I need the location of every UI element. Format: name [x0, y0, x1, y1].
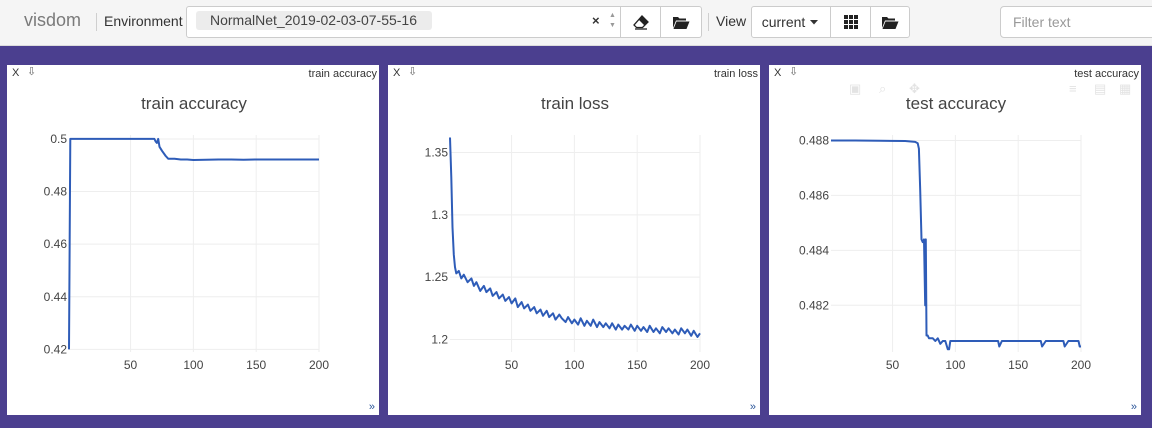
modebar-camera-icon[interactable]: ▣	[849, 81, 862, 96]
grid-icon	[843, 15, 858, 29]
view-label: View	[716, 13, 747, 29]
test-accuracy-chart[interactable]: test accuracy 50 100 150 200 0.482 0.484 0.486 0…	[769, 65, 1141, 415]
x-tick-label: 150	[627, 358, 647, 372]
train-loss-chart[interactable]: train loss 50 100 150 200 1.2 1.25 1.3 1.35	[388, 65, 760, 415]
y-tick-label: 0.484	[799, 243, 829, 257]
manage-views-button[interactable]	[870, 6, 910, 38]
top-navbar: visdom Environment NormalNet_2019-02-03-…	[0, 0, 1152, 46]
x-tick-label: 50	[886, 358, 900, 372]
pane-download-icon[interactable]: ⇩	[408, 66, 418, 78]
y-tick-label: 0.5	[50, 132, 67, 146]
modebar-pan-icon[interactable]: ✥	[909, 81, 920, 96]
pane-resize-handle[interactable]: »	[749, 401, 756, 413]
pane-close-button[interactable]: X	[774, 67, 782, 79]
repack-layout-button[interactable]	[830, 6, 871, 38]
y-tick-label: 0.44	[44, 290, 68, 304]
x-tick-label: 200	[1071, 358, 1091, 372]
modebar-compare-icon[interactable]: ≡	[1069, 81, 1077, 96]
folder-open-icon	[673, 16, 690, 29]
y-tick-label: 0.488	[799, 133, 829, 147]
series-line[interactable]	[449, 137, 701, 338]
navbar-divider	[96, 13, 97, 31]
pane-title-label: train loss	[713, 68, 758, 80]
x-tick-label: 150	[246, 358, 266, 372]
manage-environments-button[interactable]	[660, 6, 702, 38]
chart-title: train accuracy	[141, 94, 247, 113]
series-line[interactable]	[831, 139, 1081, 351]
modebar-hover-icon[interactable]: ▤	[1094, 81, 1107, 96]
y-tick-label: 0.42	[44, 342, 68, 356]
series-line[interactable]	[68, 137, 319, 350]
y-tick-label: 1.25	[425, 270, 449, 284]
y-tick-label: 0.486	[799, 188, 829, 202]
eraser-icon	[632, 15, 649, 30]
chart-title: test accuracy	[906, 94, 1007, 113]
x-tick-label: 100	[564, 358, 584, 372]
navbar-divider	[708, 13, 709, 31]
clear-environment-eraser-button[interactable]	[620, 6, 661, 38]
modebar-zoom-icon[interactable]: ⌕	[879, 81, 887, 96]
plot-pane-test-accuracy[interactable]: X ⇩ test accuracy ▣ ⌕ ✥ ≡ ▤ ▦ test accur…	[769, 65, 1141, 415]
view-select-button[interactable]: current	[751, 6, 831, 38]
y-tick-label: 1.35	[425, 145, 449, 159]
y-tick-label: 1.3	[431, 208, 448, 222]
environment-spinner-icon[interactable]: ▲ ▼	[609, 12, 616, 29]
pane-title-label: train accuracy	[308, 68, 377, 80]
x-tick-label: 200	[690, 358, 710, 372]
environment-select[interactable]: NormalNet_2019-02-03-07-55-16 × ▲ ▼	[186, 6, 621, 38]
x-tick-label: 50	[124, 358, 138, 372]
x-tick-label: 50	[505, 358, 519, 372]
pane-close-button[interactable]: X	[12, 67, 20, 79]
folder-open-icon	[882, 16, 899, 29]
pane-resize-handle[interactable]: »	[368, 401, 375, 413]
modebar-plotly-icon[interactable]: ▦	[1119, 81, 1132, 96]
pane-download-icon[interactable]: ⇩	[789, 66, 799, 78]
pane-download-icon[interactable]: ⇩	[27, 66, 37, 78]
pane-resize-handle[interactable]: »	[1130, 401, 1137, 413]
x-tick-label: 200	[309, 358, 329, 372]
clear-environment-button[interactable]: ×	[592, 13, 600, 28]
pane-close-button[interactable]: X	[393, 67, 401, 79]
filter-text-input[interactable]	[1000, 6, 1152, 38]
train-accuracy-chart[interactable]: train accuracy 50 100 150 200 0.42 0.44 0.46 0.4…	[7, 65, 379, 415]
x-tick-label: 100	[945, 358, 965, 372]
pane-title-label: test accuracy	[1074, 68, 1139, 80]
plot-pane-train-accuracy[interactable]: X ⇩ train accuracy train accuracy 50 100 15…	[7, 65, 379, 415]
app-brand[interactable]: visdom	[24, 10, 82, 30]
y-tick-label: 0.46	[44, 237, 68, 251]
plot-pane-train-loss[interactable]: X ⇩ train loss train loss 50 100 150 200 1.2 1…	[388, 65, 760, 415]
caret-down-icon	[810, 20, 819, 25]
y-tick-label: 1.2	[431, 333, 448, 347]
x-tick-label: 150	[1008, 358, 1028, 372]
y-tick-label: 0.482	[799, 298, 829, 312]
y-tick-label: 0.48	[44, 185, 68, 199]
environment-label: Environment	[104, 13, 183, 29]
chart-title: train loss	[541, 94, 609, 113]
x-tick-label: 100	[183, 358, 203, 372]
environment-chip[interactable]: NormalNet_2019-02-03-07-55-16	[196, 11, 432, 30]
view-select-value: current	[761, 14, 806, 30]
